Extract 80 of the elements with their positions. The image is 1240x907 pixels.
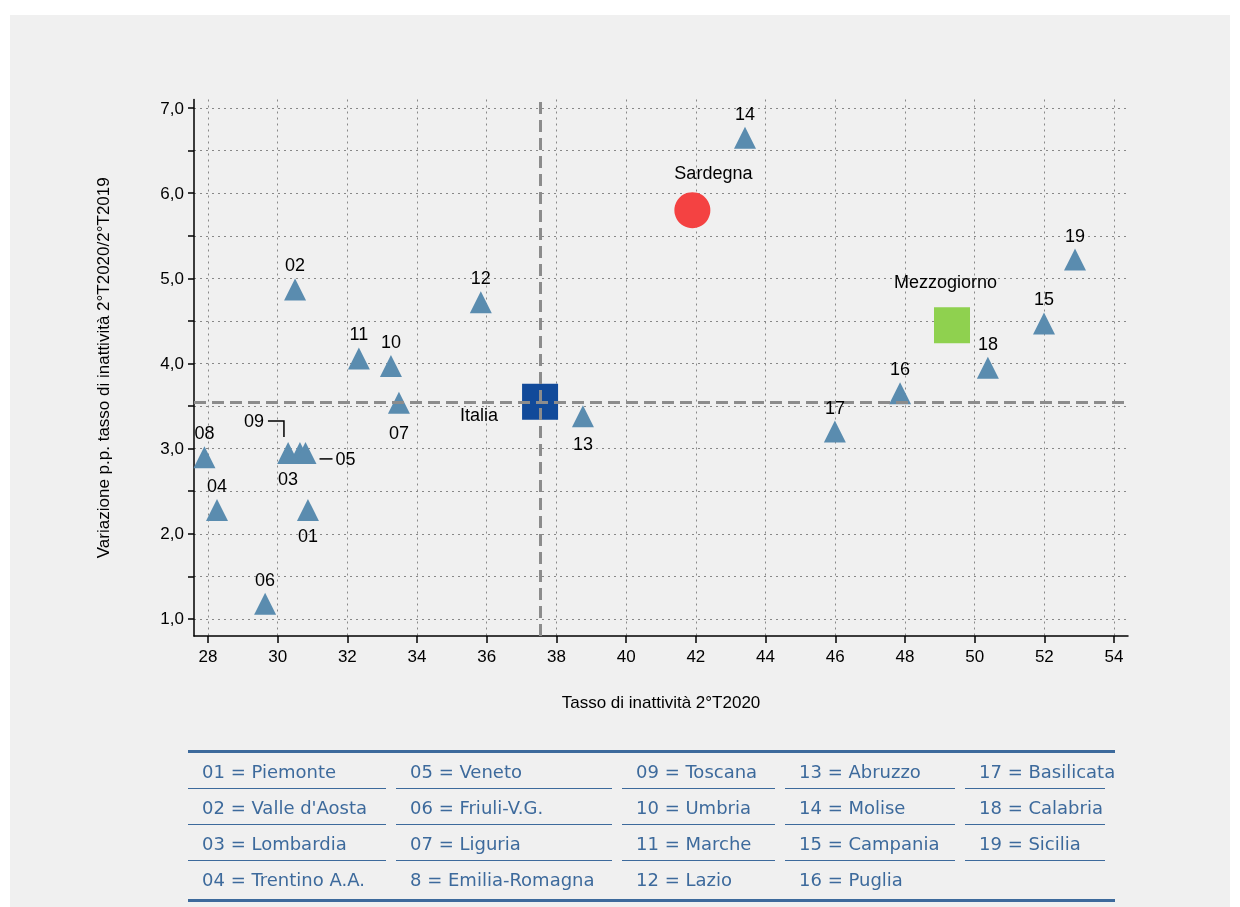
annotation: 19 — [1065, 225, 1086, 246]
annotation: 18 — [977, 333, 998, 354]
point — [1033, 312, 1056, 335]
annotation: 16 — [890, 359, 911, 380]
annotation: 01 — [297, 525, 318, 546]
point — [296, 498, 319, 521]
x-tick-label: 34 — [407, 647, 427, 666]
text: 05 = Veneto — [396, 753, 612, 789]
point — [206, 498, 228, 521]
x-axis-title: Tasso di inattività 2°T2020 — [561, 693, 761, 712]
annotation: 07 — [388, 422, 409, 443]
annotation: 03 — [278, 468, 299, 489]
x-tick-label: 42 — [686, 647, 706, 666]
x-tick-label: 30 — [268, 647, 288, 666]
text: 17 = Basilicata — [978, 760, 1116, 784]
x-tick-label: 46 — [825, 647, 845, 666]
annotation: 13 — [572, 434, 593, 455]
annotation: 04 — [206, 475, 228, 496]
annotation: 11 — [349, 324, 369, 345]
y-tick-label: 3,0 — [160, 439, 184, 459]
x-tick-label: 28 — [198, 647, 218, 666]
series-label: Mezzogiorno — [894, 272, 998, 293]
annotation: 14 — [734, 103, 756, 124]
point — [976, 356, 999, 379]
text: 06 = Friuli-V.G. — [396, 789, 612, 825]
text: 18 = Calabria — [965, 789, 1105, 825]
y-tick-label: 6,0 — [160, 183, 184, 203]
text: 19 = Sicilia — [965, 825, 1105, 861]
annotation: 08 — [194, 423, 215, 444]
point — [347, 347, 370, 370]
text: 16 = Puglia — [798, 868, 904, 892]
annotation: 17 — [824, 397, 845, 418]
annotation: 02 — [285, 255, 306, 276]
text: 01 = Piemonte — [188, 753, 386, 789]
x-tick-label: 40 — [616, 647, 636, 666]
y-tick-label: 4,0 — [160, 353, 184, 373]
text: 11 = Marche — [622, 825, 775, 861]
text: 14 = Molise — [785, 789, 955, 825]
x-tick-label: 38 — [546, 647, 566, 666]
y-axis-title: Variazione p.p. tasso di inattività 2°T2020/2°T2019 — [94, 177, 113, 559]
annotation: 10 — [380, 332, 401, 353]
point — [469, 291, 492, 314]
text: 8 = Emilia-Romagna — [409, 868, 596, 892]
x-tick-label: 32 — [337, 647, 357, 666]
annotation: 12 — [470, 268, 491, 289]
x-tick-label: 44 — [756, 647, 776, 666]
point — [571, 405, 594, 428]
y-tick-label: 5,0 — [160, 268, 184, 288]
x-tick-label: 54 — [1104, 647, 1124, 666]
x-tick-label: 36 — [477, 647, 497, 666]
y-tick-label: 1,0 — [160, 609, 184, 629]
point — [284, 278, 307, 301]
series-label: Italia — [460, 404, 500, 425]
annotation: 06 — [255, 569, 276, 590]
text: 15 = Campania — [785, 825, 955, 861]
annotation: 05 — [335, 448, 356, 469]
x-tick-label: 52 — [1034, 647, 1054, 666]
point — [1064, 248, 1087, 271]
text: 03 = Lombardia — [188, 825, 386, 861]
text: 04 = Trentino A.A. — [201, 868, 366, 892]
y-tick-label: 2,0 — [160, 524, 184, 544]
x-tick-label: 48 — [895, 647, 915, 666]
point — [193, 446, 216, 469]
text: 02 = Valle d'Aosta — [188, 789, 386, 825]
text: 07 = Liguria — [396, 825, 612, 861]
point — [823, 420, 846, 443]
annotation: 09 — [243, 410, 264, 431]
annotation: 15 — [1033, 289, 1055, 310]
point — [733, 126, 756, 149]
point — [379, 355, 402, 378]
x-tick-label: 50 — [965, 647, 985, 666]
y-tick-label: 7,0 — [160, 98, 184, 118]
text: 12 = Lazio — [635, 868, 733, 892]
text: 13 = Abruzzo — [785, 753, 955, 789]
text: 10 = Umbria — [622, 789, 775, 825]
point — [934, 307, 970, 344]
series-label: Sardegna — [674, 163, 754, 184]
point — [674, 192, 711, 229]
text: 09 = Toscana — [622, 753, 775, 789]
point — [254, 592, 277, 615]
